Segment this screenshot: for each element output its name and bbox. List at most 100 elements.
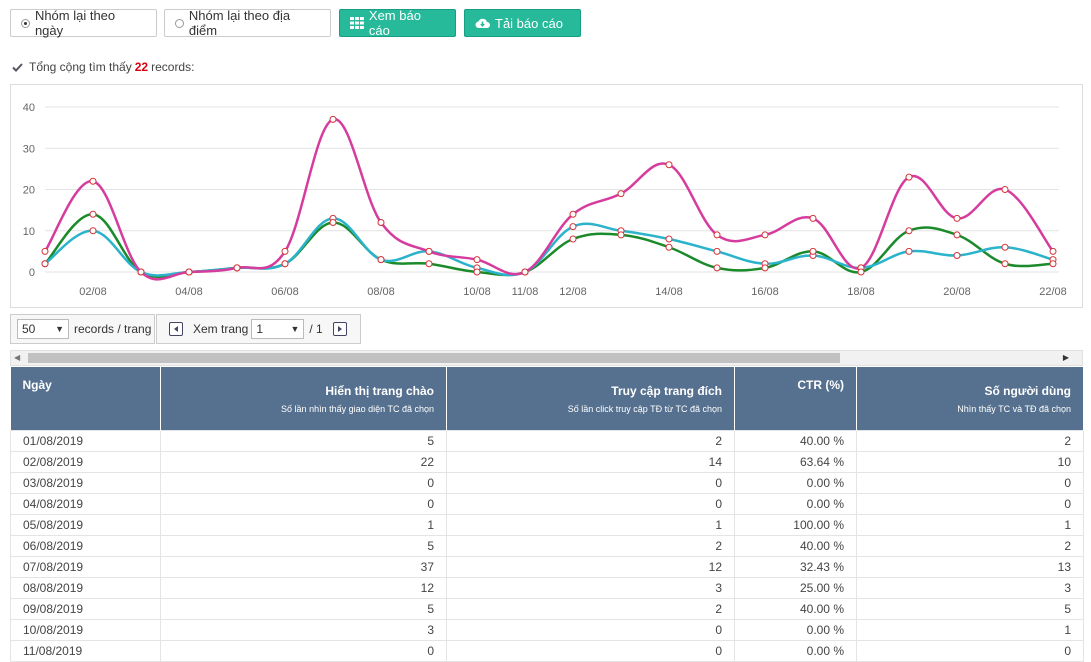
data-point [665,161,673,169]
data-point [809,247,817,255]
scroll-left-icon[interactable]: ◀ [14,353,21,362]
x-tick-label: 10/08 [463,286,491,298]
data-point [473,268,481,276]
records-summary: Tổng cộng tìm thấy 22 records: [12,60,194,74]
table-cell: 0 [160,472,447,494]
col-header-visits[interactable]: Truy cập trang đích Số lần click truy cậ… [446,367,735,431]
table-cell: 10 [856,451,1084,473]
download-report-button[interactable]: Tải báo cáo [464,9,581,37]
table-cell: 0 [856,640,1084,662]
table-cell: 37 [160,556,447,578]
table-row: 07/08/2019 37 12 32.43 % 13 [10,556,1084,578]
data-point [1049,260,1057,268]
data-point [137,268,145,276]
data-point [665,235,673,243]
table-row: 04/08/2019 0 0 0.00 % 0 [10,493,1084,515]
data-point [233,264,241,272]
table-cell: 2 [856,430,1084,452]
data-point [905,227,913,235]
page-value: 1 [256,322,264,336]
table-cell: 5 [160,598,447,620]
grid-icon [350,17,364,29]
table-cell: 2 [446,430,735,452]
table-cell: 05/08/2019 [10,514,161,536]
table-cell: 01/08/2019 [10,430,161,452]
scroll-thumb[interactable] [28,353,840,363]
table-cell: 11/08/2019 [10,640,161,662]
records-count: 22 [134,60,149,74]
download-report-label: Tải báo cáo [495,15,563,31]
check-icon [12,62,23,72]
table-cell: 2 [856,535,1084,557]
group-by-location-label: Nhóm lại theo địa điểm [188,8,291,38]
col-header-date[interactable]: Ngày [10,367,161,431]
table-cell: 25.00 % [734,577,857,599]
data-point [953,231,961,239]
triangle-left-icon [174,326,178,332]
y-tick-label: 30 [23,143,35,155]
y-tick-label: 10 [23,226,35,238]
data-point [713,231,721,239]
prev-page-button[interactable] [169,322,183,336]
data-point [89,177,97,185]
table-cell: 14 [446,451,735,473]
table-cell: 5 [160,430,447,452]
data-point [809,214,817,222]
table-cell: 12 [160,577,447,599]
table-cell: 100.00 % [734,514,857,536]
data-point [569,223,577,231]
data-point [425,260,433,268]
data-point [89,227,97,235]
table-row: 05/08/2019 1 1 100.00 % 1 [10,514,1084,536]
radio-unselected-icon [175,18,184,28]
data-point [41,247,49,255]
table-cell: 3 [856,577,1084,599]
page-select[interactable]: 1 ▼ [251,319,305,339]
data-point [857,268,865,276]
table-cell: 3 [446,577,735,599]
x-tick-label: 22/08 [1039,286,1067,298]
page-size-select[interactable]: 50 ▼ [17,319,69,339]
col-header-impressions[interactable]: Hiển thị trang chào Số lần nhìn thấy gia… [160,367,447,431]
table-cell: 09/08/2019 [10,598,161,620]
table-row: 06/08/2019 5 2 40.00 % 2 [10,535,1084,557]
scroll-right-icon[interactable]: ▶ [1062,353,1069,362]
data-point [905,247,913,255]
chevron-down-icon: ▼ [290,324,300,334]
page-total: / 1 [309,322,323,336]
data-point [425,247,433,255]
x-tick-label: 02/08 [79,286,107,298]
series-line [43,118,1055,281]
table-cell: 5 [160,535,447,557]
table-cell: 1 [856,514,1084,536]
view-report-button[interactable]: Xem báo cáo [339,8,456,38]
y-tick-label: 40 [23,102,35,114]
x-tick-label: 11/08 [512,286,539,298]
chart-canvas: 0 10 20 30 40 02/08 04/08 06/08 08/08 10/08 11/08 1… [23,102,1067,298]
col-header-users[interactable]: Số người dùng Nhìn thấy TC và TĐ đã chọn [856,367,1084,431]
table-cell: 13 [856,556,1084,578]
table-cell: 0 [446,640,735,662]
line-chart: 0 10 20 30 40 02/08 04/08 06/08 08/08 10/08 11/08 1… [10,84,1083,308]
data-point [1049,247,1057,255]
group-by-location-radio[interactable]: Nhóm lại theo địa điểm [164,8,331,38]
horizontal-scrollbar[interactable]: ◀ ▶ [10,350,1083,366]
data-point [713,264,721,272]
table-cell: 0 [446,619,735,641]
triangle-right-icon [337,326,342,332]
data-point [281,247,289,255]
data-point [473,256,481,264]
chevron-down-icon: ▼ [55,324,64,334]
table-cell: 0 [160,493,447,515]
table-cell: 40.00 % [734,598,857,620]
table-cell: 0 [446,472,735,494]
data-point [761,264,769,272]
table-row: 01/08/2019 5 2 40.00 % 2 [10,430,1084,452]
radio-selected-icon [21,18,30,28]
next-page-button[interactable] [332,322,347,336]
x-tick-label: 12/08 [559,286,587,298]
x-tick-label: 04/08 [175,286,203,298]
col-header-ctr[interactable]: CTR (%) [734,367,857,431]
table-cell: 03/08/2019 [10,472,161,494]
group-by-date-radio[interactable]: Nhóm lại theo ngày [10,8,157,38]
